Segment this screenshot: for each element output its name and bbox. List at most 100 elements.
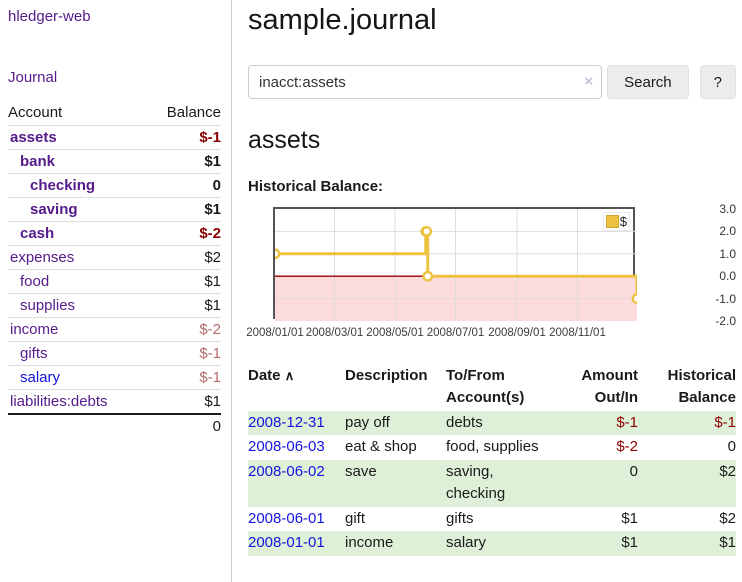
transaction-description: gift xyxy=(345,509,366,527)
register-row: 2008-06-01 gift gifts $1 $2 xyxy=(248,507,736,532)
app-brand-link[interactable]: hledger-web xyxy=(8,8,91,25)
register-header-amount: Amount Out/In xyxy=(581,367,638,406)
transaction-balance: $1 xyxy=(719,534,736,552)
account-row: checking 0 xyxy=(8,173,221,198)
register-header-date[interactable]: Date ∧ xyxy=(248,367,295,384)
transaction-accounts: food, supplies xyxy=(446,438,539,456)
historical-balance-chart: 3.0 2.0 1.0 0.0 -1.0 -2.0 $ 2008/01/01 2008/03… xyxy=(246,202,736,347)
transaction-balance: 0 xyxy=(727,438,736,456)
accounts-header-account: Account xyxy=(8,104,63,121)
account-balance: $1 xyxy=(145,149,221,174)
transaction-amount: 0 xyxy=(629,463,638,480)
register-row: 2008-06-02 save saving, checking 0 $2 xyxy=(248,460,736,507)
transaction-accounts: saving, checking xyxy=(446,463,506,502)
sidebar: hledger-web Journal Account Balance asse… xyxy=(0,0,232,582)
account-row: liabilities:debts $1 xyxy=(8,389,221,414)
y-tick-label: -1.0 xyxy=(715,291,736,306)
chart-plot-area[interactable]: $ xyxy=(273,207,637,321)
account-heading: assets xyxy=(248,126,321,154)
account-link[interactable]: food xyxy=(20,273,50,290)
legend-label: $ xyxy=(619,214,627,229)
register-header-accounts: To/From Account(s) xyxy=(446,367,525,406)
transaction-accounts: debts xyxy=(446,413,483,431)
x-tick-label: 2008/07/01 xyxy=(426,327,485,339)
transaction-amount: $1 xyxy=(621,534,638,552)
legend-swatch-icon xyxy=(605,215,619,228)
y-tick-label: 3.0 xyxy=(719,202,736,216)
transaction-date-link[interactable]: 2008-01-01 xyxy=(248,534,325,552)
account-balance: $-1 xyxy=(145,125,221,150)
transaction-accounts: gifts xyxy=(446,509,474,527)
transaction-amount: $1 xyxy=(621,509,638,527)
account-row: income $-2 xyxy=(8,317,221,342)
account-link[interactable]: saving xyxy=(30,201,78,218)
account-link[interactable]: expenses xyxy=(10,249,75,266)
account-row: gifts $-1 xyxy=(8,341,221,366)
transaction-description: save xyxy=(345,463,377,480)
account-row: assets $-1 xyxy=(8,125,221,150)
transaction-date-link[interactable]: 2008-06-03 xyxy=(248,438,325,456)
accounts-table-header: Account Balance xyxy=(8,102,221,126)
accounts-total-row: 0 xyxy=(8,413,221,438)
register-table-body: 2008-12-31 pay off debts $-1 $-1 2008-06-03 ea… xyxy=(248,410,736,556)
account-balance: $-1 xyxy=(145,341,221,366)
y-tick-label: 1.0 xyxy=(719,246,736,261)
account-row: salary $-1 xyxy=(8,365,221,390)
account-link[interactable]: checking xyxy=(30,177,96,194)
account-link[interactable]: supplies xyxy=(20,297,76,314)
account-row: bank $1 xyxy=(8,149,221,174)
register-header-balance: Historical Balance xyxy=(667,367,736,406)
account-balance: $2 xyxy=(145,245,221,270)
account-row: supplies $1 xyxy=(8,293,221,318)
transaction-balance: $2 xyxy=(719,509,736,527)
transaction-date-link[interactable]: 2008-06-01 xyxy=(248,509,325,527)
accounts-table: Account Balance assets $-1 bank $1 checking 0… xyxy=(8,102,221,438)
y-tick-label: -2.0 xyxy=(715,314,736,328)
sidebar-item-journal[interactable]: Journal xyxy=(8,69,58,86)
account-balance: $1 xyxy=(145,293,221,318)
chart-legend: $ xyxy=(602,212,630,231)
help-button[interactable]: ? xyxy=(699,65,736,99)
account-balance: $-1 xyxy=(145,365,221,390)
account-balance: $-2 xyxy=(145,221,221,246)
account-link[interactable]: assets xyxy=(10,129,57,146)
accounts-total-balance: 0 xyxy=(145,413,221,438)
account-row: saving $1 xyxy=(8,197,221,222)
transaction-description: pay off xyxy=(345,413,390,431)
x-tick-label: 2008/11/01 xyxy=(549,327,606,339)
x-tick-label: 2008/05/01 xyxy=(366,327,424,339)
account-balance: $1 xyxy=(145,197,221,222)
account-link[interactable]: gifts xyxy=(20,345,48,362)
account-balance: 0 xyxy=(145,173,221,198)
account-link[interactable]: income xyxy=(10,321,59,338)
transaction-date-link[interactable]: 2008-06-02 xyxy=(248,463,325,480)
account-link[interactable]: liabilities:debts xyxy=(10,393,108,410)
account-row: food $1 xyxy=(8,269,221,294)
account-balance: $-2 xyxy=(145,317,221,342)
chart-title: Historical Balance: xyxy=(248,178,384,195)
y-tick-label: 2.0 xyxy=(719,224,736,239)
account-link[interactable]: cash xyxy=(20,225,55,242)
clear-search-icon[interactable]: × xyxy=(584,73,594,90)
page-title: sample.journal xyxy=(248,4,437,36)
transaction-balance: $-1 xyxy=(714,413,736,431)
account-row: cash $-2 xyxy=(8,221,221,246)
transaction-date-link[interactable]: 2008-12-31 xyxy=(248,413,325,431)
search-input[interactable] xyxy=(248,65,603,99)
search-button[interactable]: Search xyxy=(607,65,689,99)
transaction-amount: $-1 xyxy=(616,413,638,431)
account-row: expenses $2 xyxy=(8,245,221,270)
transaction-accounts: salary xyxy=(446,534,487,552)
x-tick-label: 2008/03/01 xyxy=(305,327,364,339)
account-link[interactable]: bank xyxy=(20,153,56,170)
chart-svg xyxy=(275,209,637,321)
account-link[interactable]: salary xyxy=(20,369,61,386)
account-balance: $1 xyxy=(145,389,221,414)
register-header-description: Description xyxy=(345,367,428,384)
transaction-amount: $-2 xyxy=(616,438,638,456)
main-content: sample.journal × Search ? assets Histori… xyxy=(246,0,736,582)
register-row: 2008-06-03 eat & shop food, supplies $-2 0 xyxy=(248,435,736,460)
x-tick-label: 2008/01/01 xyxy=(246,327,304,339)
register-table: Date ∧ Description To/From Account(s) Am… xyxy=(248,364,736,556)
register-row: 2008-12-31 pay off debts $-1 $-1 xyxy=(248,410,736,436)
